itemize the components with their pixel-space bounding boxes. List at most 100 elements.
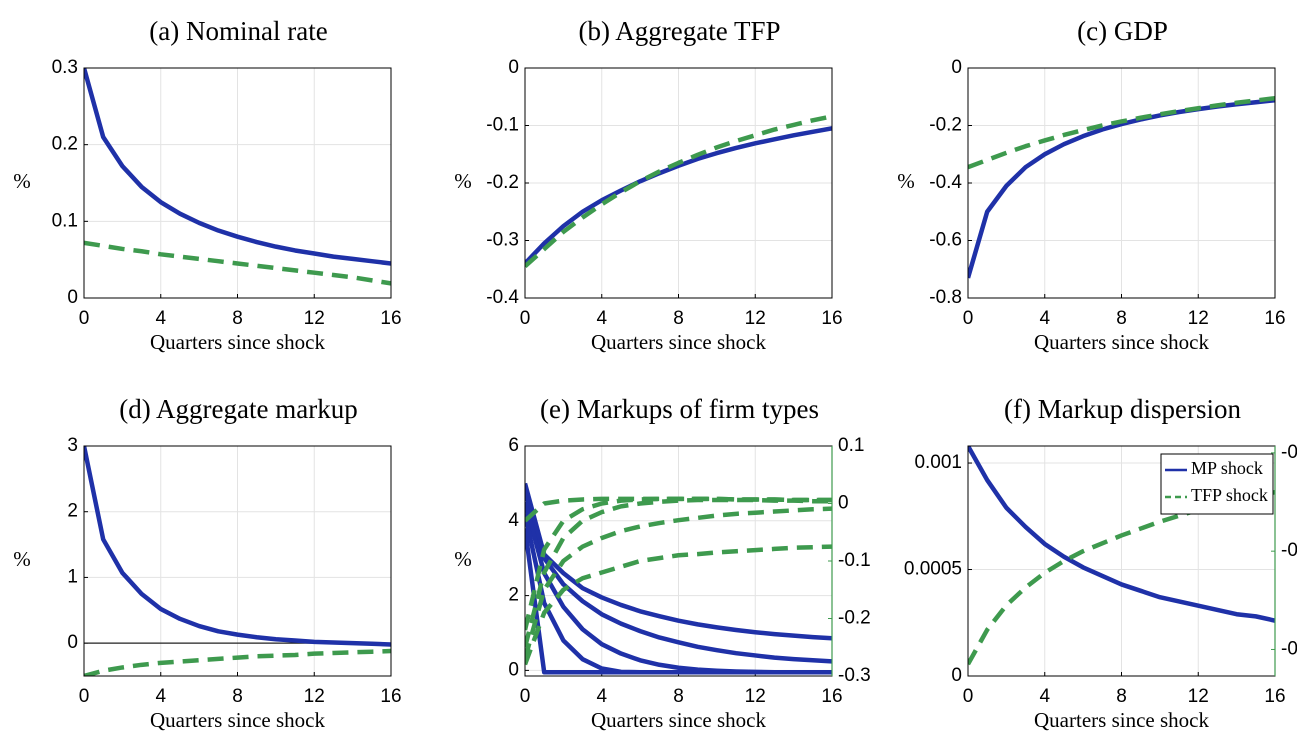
y-tick-label: -0.4 [929, 172, 962, 193]
x-tick-label: 12 [745, 686, 766, 707]
x-axis-label: Quarters since shock [1034, 330, 1209, 354]
series-line [525, 114, 832, 269]
y2-tick-label: -0.00004 [1281, 638, 1297, 659]
x-tick-label: 8 [1116, 308, 1127, 329]
x-tick-label: 12 [1188, 308, 1209, 329]
x-tick-label: 8 [673, 308, 684, 329]
y-tick-label: 0 [67, 632, 78, 653]
y-tick-label: 0.001 [914, 452, 962, 473]
series-line [525, 506, 832, 660]
y-tick-label: 0.2 [52, 134, 78, 155]
x-tick-label: 8 [1116, 686, 1127, 707]
y2-tick-label: -0.3 [838, 665, 871, 686]
series-line [968, 446, 1275, 623]
x-axis-label: Quarters since shock [150, 708, 325, 732]
series-line [84, 446, 391, 647]
y2-tick-label: -0.00003 [1281, 540, 1297, 561]
y2-tick-label: -0.00002 [1281, 442, 1297, 463]
x-tick-label: 16 [821, 686, 842, 707]
series-line [525, 126, 832, 266]
x-tick-label: 0 [963, 308, 974, 329]
y-tick-label: -0.1 [486, 115, 519, 136]
x-axis-label: Quarters since shock [1034, 708, 1209, 732]
legend-label: TFP shock [1191, 485, 1268, 505]
plot-frame [83, 67, 392, 299]
x-tick-label: 4 [1039, 686, 1050, 707]
panel: 0 4 8 12 16 -0.8 -0.6 -0.4 -0.2 0 (c) GDP Quarters … [897, 16, 1285, 354]
panel-title: (c) GDP [1077, 16, 1168, 46]
y-tick-label: -0.4 [486, 287, 519, 308]
plot-frame [83, 445, 392, 677]
x-tick-label: 16 [1264, 686, 1285, 707]
series-line [525, 544, 832, 666]
x-tick-label: 4 [1039, 308, 1050, 329]
series-line [84, 240, 391, 286]
y-tick-label: -0.8 [929, 287, 962, 308]
y-tick-label: 0 [951, 665, 962, 686]
y-tick-label: -0.3 [486, 230, 519, 251]
x-tick-label: 12 [745, 308, 766, 329]
panel-title: (f) Markup dispersion [1004, 394, 1241, 424]
x-axis-label: Quarters since shock [150, 330, 325, 354]
x-tick-label: 12 [304, 308, 325, 329]
y2-tick-label: 0.1 [838, 435, 864, 456]
panel: 0 4 8 12 16 0 2 4 6 -0.3 -0.2 -0.1 0 0.1 (e) Markups o… [454, 394, 871, 732]
y-tick-label: 0.1 [52, 210, 78, 231]
y-tick-label: -0.2 [929, 115, 962, 136]
series-line [525, 527, 832, 675]
plot-frame [524, 67, 833, 299]
x-tick-label: 8 [673, 686, 684, 707]
series-line [525, 496, 832, 523]
panel: 0 4 8 12 16 0 0.1 0.2 0.3 (a) Nominal rate Quarter… [13, 16, 401, 354]
x-tick-label: 4 [155, 308, 166, 329]
x-tick-label: 4 [596, 686, 607, 707]
series-line [968, 95, 1275, 170]
y-tick-label: 1 [67, 566, 78, 587]
y-tick-label: 0 [508, 57, 519, 78]
y-tick-label: 0 [67, 287, 78, 308]
lines [84, 68, 391, 286]
series-line [525, 497, 832, 648]
y2-tick-label: -0.1 [838, 550, 871, 571]
plot-frame [967, 67, 1276, 299]
x-axis-label: Quarters since shock [591, 330, 766, 354]
x-tick-label: 8 [232, 686, 243, 707]
x-tick-label: 16 [380, 686, 401, 707]
panel-title: (e) Markups of firm types [540, 394, 819, 424]
x-tick-label: 0 [963, 686, 974, 707]
lines [525, 482, 832, 675]
y-axis-label: % [454, 547, 472, 571]
x-tick-label: 12 [1188, 686, 1209, 707]
series-line [84, 68, 391, 266]
y-tick-label: -0.2 [486, 172, 519, 193]
lines [968, 95, 1275, 279]
x-tick-label: 4 [596, 308, 607, 329]
x-axis-label: Quarters since shock [591, 708, 766, 732]
x-tick-label: 16 [380, 308, 401, 329]
x-tick-label: 0 [520, 308, 531, 329]
x-tick-label: 12 [304, 686, 325, 707]
x-tick-label: 0 [520, 686, 531, 707]
panel-title: (a) Nominal rate [149, 16, 327, 46]
y-axis-label: % [897, 169, 915, 193]
y-tick-label: 3 [67, 435, 78, 456]
legend: MP shock TFP shock [1160, 453, 1274, 515]
x-tick-label: 16 [821, 308, 842, 329]
y2-tick-label: -0.2 [838, 608, 871, 629]
x-tick-label: 0 [79, 686, 90, 707]
lines [84, 446, 391, 676]
y-tick-label: 0 [508, 659, 519, 680]
x-tick-label: 8 [232, 308, 243, 329]
y2-tick-label: 0 [838, 493, 849, 514]
series-line [525, 490, 832, 664]
y-axis-label: % [13, 169, 31, 193]
panel-title: (d) Aggregate markup [119, 394, 357, 424]
y-axis-label: % [454, 169, 472, 193]
y-axis-label: % [13, 547, 31, 571]
panel: 0 4 8 12 16 0 0.0005 0.001 -0.00004 -0.00003 -0.00… [904, 394, 1297, 732]
legend-box [1160, 453, 1274, 515]
y-tick-label: 2 [508, 585, 519, 606]
y-tick-label: 2 [67, 501, 78, 522]
